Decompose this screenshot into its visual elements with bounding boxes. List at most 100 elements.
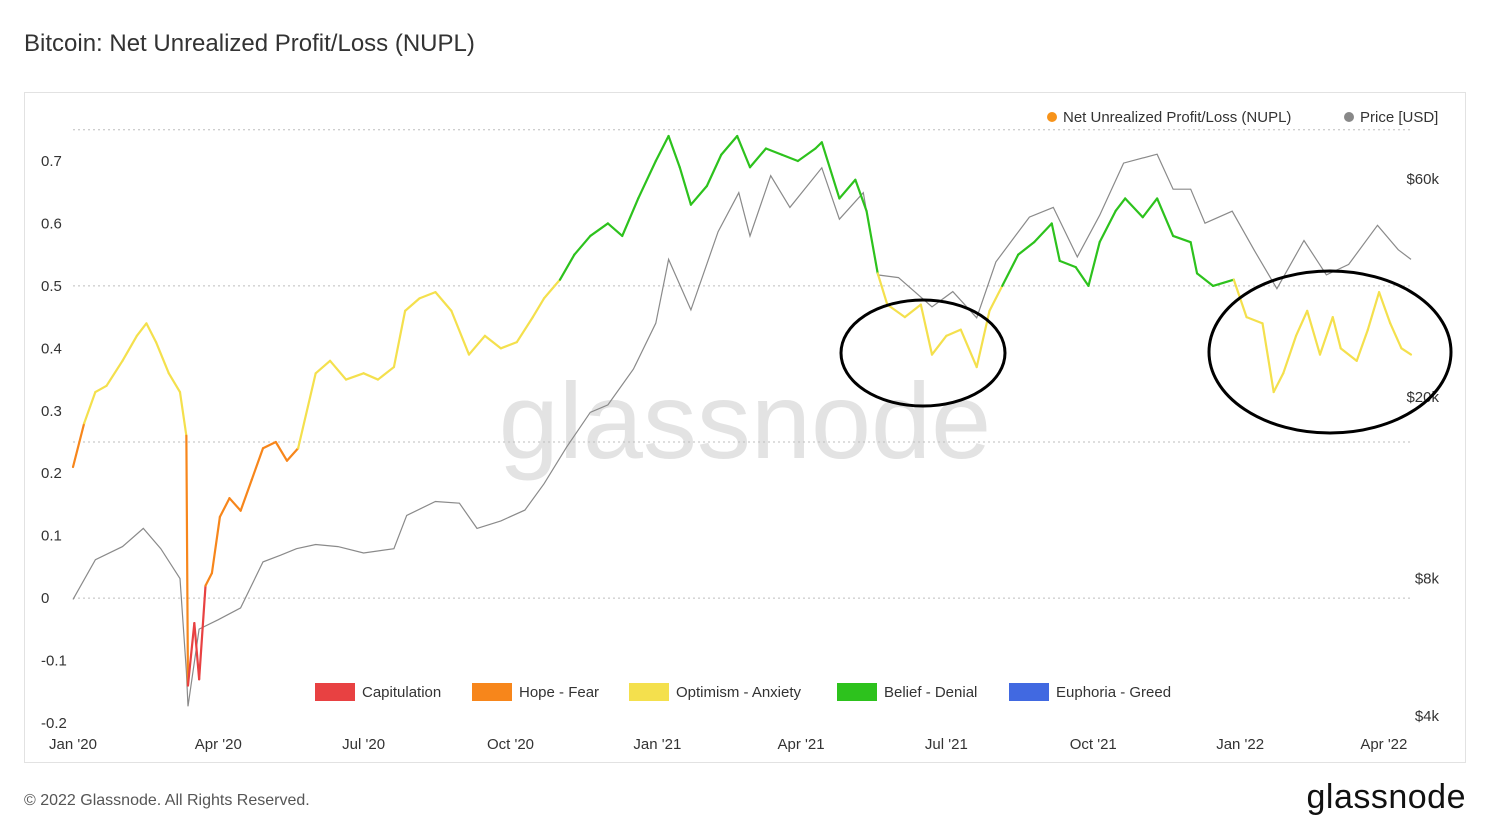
nupl-segment bbox=[154, 340, 170, 375]
nupl-chart[interactable]: glassnode 0.7 0.6 0.5 0.4 0.3 0.2 0.1 0 -0.1 -0.2… bbox=[25, 93, 1465, 762]
y-right-tick-label: $4k bbox=[1415, 708, 1440, 725]
legend-top-marker bbox=[1047, 112, 1057, 122]
legend-bottom: Capitulation Hope - Fear Optimism - Anxiet… bbox=[315, 683, 1171, 701]
nupl-segment bbox=[167, 372, 182, 394]
x-tick-label: Jul '21 bbox=[925, 736, 968, 753]
nupl-segment bbox=[1272, 372, 1285, 394]
nupl-segment bbox=[689, 184, 708, 206]
nupl-segment bbox=[678, 166, 693, 206]
nupl-segment bbox=[328, 359, 348, 381]
y-left-tick-label: 0.4 bbox=[41, 340, 62, 357]
nupl-line bbox=[71, 134, 1413, 687]
x-tick-label: Oct '20 bbox=[487, 736, 534, 753]
nupl-segment bbox=[589, 222, 609, 238]
glassnode-logo: glassnode bbox=[1306, 778, 1466, 816]
nupl-segment bbox=[919, 303, 934, 356]
nupl-segment bbox=[434, 291, 453, 312]
nupl-segment bbox=[573, 234, 592, 256]
nupl-segment bbox=[145, 322, 158, 344]
nupl-segment bbox=[1171, 234, 1192, 244]
nupl-segment bbox=[314, 359, 332, 375]
x-tick-label: Jan '21 bbox=[633, 736, 681, 753]
page-title: Bitcoin: Net Unrealized Profit/Loss (NUP… bbox=[24, 30, 475, 57]
nupl-segment bbox=[1211, 278, 1235, 287]
legend-top-label[interactable]: Net Unrealized Profit/Loss (NUPL) bbox=[1063, 109, 1291, 126]
nupl-segment bbox=[903, 303, 922, 319]
nupl-segment bbox=[105, 359, 124, 387]
annotation-circle-mid-2021 bbox=[839, 298, 1007, 408]
nupl-segment bbox=[178, 390, 188, 437]
nupl-segment bbox=[945, 328, 962, 337]
nupl-segment bbox=[705, 153, 723, 188]
legend-zone-swatch bbox=[629, 683, 669, 701]
nupl-segment bbox=[814, 141, 823, 150]
legend-zone-swatch bbox=[472, 683, 512, 701]
nupl-segment bbox=[404, 297, 421, 312]
legend-zone-label[interactable]: Hope - Fear bbox=[519, 684, 599, 701]
x-tick-label: Apr '20 bbox=[195, 736, 242, 753]
nupl-segment bbox=[1195, 272, 1215, 287]
nupl-segment bbox=[198, 584, 207, 681]
chart-panel: glassnode 0.7 0.6 0.5 0.4 0.3 0.2 0.1 0 -0.1 -0.2… bbox=[24, 92, 1466, 763]
nupl-segment bbox=[1087, 241, 1101, 287]
nupl-segment bbox=[1355, 328, 1369, 362]
y-left-tick-label: 0.7 bbox=[41, 153, 62, 170]
nupl-segment bbox=[285, 447, 300, 462]
nupl-segment bbox=[930, 334, 948, 356]
legend-top-label[interactable]: Price [USD] bbox=[1360, 109, 1438, 126]
nupl-segment bbox=[376, 365, 396, 381]
nupl-segment bbox=[239, 478, 253, 512]
nupl-segment bbox=[250, 447, 265, 481]
y-left-tick-label: 0.5 bbox=[41, 278, 62, 295]
nupl-segment bbox=[820, 141, 841, 200]
nupl-segment bbox=[637, 159, 657, 200]
nupl-segment bbox=[667, 134, 681, 169]
nupl-segment bbox=[1245, 316, 1264, 325]
nupl-segment bbox=[865, 209, 879, 275]
nupl-segment bbox=[764, 147, 784, 156]
nupl-segment bbox=[1001, 253, 1020, 287]
nupl-segment bbox=[1033, 222, 1053, 244]
grid-lines bbox=[73, 129, 1411, 599]
nupl-segment bbox=[1156, 197, 1175, 238]
y-right-tick-label: $60k bbox=[1406, 171, 1439, 188]
x-tick-label: Jan '22 bbox=[1216, 736, 1264, 753]
nupl-segment bbox=[274, 440, 289, 462]
legend-zone-label[interactable]: Optimism - Anxiety bbox=[676, 684, 802, 701]
legend-top-marker bbox=[1344, 112, 1354, 122]
y-left-tick-label: 0.3 bbox=[41, 403, 62, 420]
nupl-segment bbox=[135, 322, 148, 337]
x-axis: Jan '20 Apr '20 Jul '20 Oct '20 Jan '21 Apr '… bbox=[49, 736, 1407, 753]
nupl-segment bbox=[185, 434, 190, 687]
nupl-segment bbox=[418, 291, 437, 300]
nupl-segment bbox=[621, 197, 640, 238]
nupl-segment bbox=[1366, 291, 1381, 331]
annotation-circle-2022 bbox=[1207, 269, 1453, 435]
price-line bbox=[72, 153, 1412, 707]
nupl-segment bbox=[606, 222, 624, 238]
nupl-segment bbox=[1124, 197, 1144, 219]
legend-zone-swatch bbox=[837, 683, 877, 701]
nupl-segment bbox=[83, 390, 97, 425]
nupl-segment bbox=[204, 572, 214, 587]
legend-zone-label[interactable]: Euphoria - Greed bbox=[1056, 684, 1171, 701]
legend-zone-label[interactable]: Capitulation bbox=[362, 684, 441, 701]
nupl-segment bbox=[1331, 316, 1342, 350]
nupl-segment bbox=[1377, 291, 1392, 325]
nupl-segment bbox=[854, 178, 868, 213]
x-tick-label: Apr '22 bbox=[1360, 736, 1407, 753]
nupl-segment bbox=[838, 178, 857, 200]
y-left-tick-label: 0.6 bbox=[41, 215, 62, 232]
nupl-segment bbox=[1058, 259, 1077, 269]
nupl-segment bbox=[1294, 309, 1309, 337]
copyright-footer: © 2022 Glassnode. All Rights Reserved. bbox=[24, 792, 310, 809]
legend-zone-label[interactable]: Belief - Denial bbox=[884, 684, 977, 701]
nupl-segment bbox=[228, 497, 242, 512]
y-left-tick-label: -0.2 bbox=[41, 715, 67, 732]
nupl-segment bbox=[1189, 241, 1199, 275]
legend-zone-swatch bbox=[1009, 683, 1049, 701]
nupl-segment bbox=[720, 134, 739, 156]
nupl-segment bbox=[1141, 197, 1159, 219]
nupl-segment bbox=[94, 384, 108, 394]
nupl-segment bbox=[886, 303, 906, 319]
